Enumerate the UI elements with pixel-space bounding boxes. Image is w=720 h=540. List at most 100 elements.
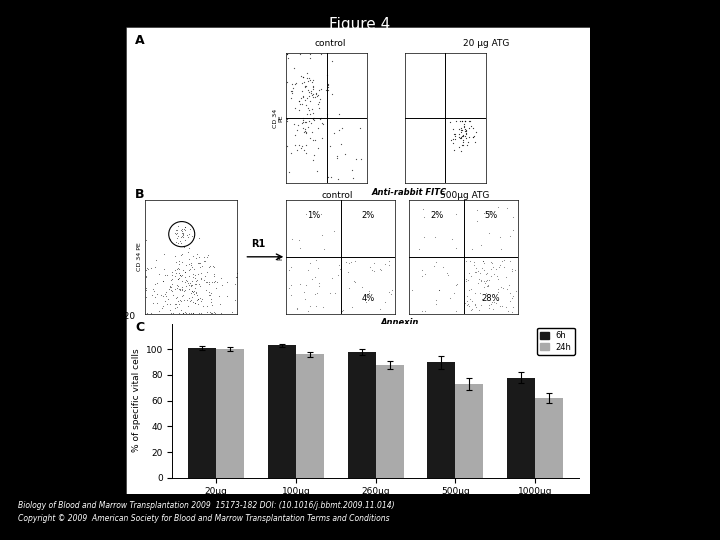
Point [451, 117, 462, 125]
Point [282, 115, 293, 124]
Point [297, 124, 309, 132]
Point [433, 286, 445, 295]
Point [179, 226, 191, 234]
Point [481, 276, 492, 285]
Point [166, 282, 177, 291]
Point [346, 166, 357, 174]
Point [174, 309, 185, 318]
Point [302, 77, 314, 85]
Point [456, 134, 467, 143]
Point [158, 264, 170, 273]
Point [183, 294, 194, 302]
Point [466, 304, 477, 313]
Point [195, 296, 207, 305]
Point [437, 262, 449, 271]
Point [448, 288, 459, 297]
Point [187, 288, 199, 297]
Point [300, 281, 312, 289]
Point [164, 306, 176, 315]
Point [505, 232, 516, 240]
Point [167, 291, 179, 299]
Point [463, 301, 474, 310]
Point [418, 205, 429, 213]
Point [300, 117, 311, 126]
Point [193, 234, 204, 242]
Point [302, 103, 313, 112]
Bar [376, 364, 403, 478]
Point [444, 118, 456, 126]
Point [447, 134, 459, 143]
Point [186, 288, 197, 297]
Point [174, 237, 186, 246]
Point [156, 291, 167, 300]
Point [340, 258, 351, 266]
Point [171, 265, 182, 274]
Point [140, 272, 151, 281]
Point [464, 117, 476, 125]
Point [455, 123, 467, 132]
Point [161, 300, 173, 308]
Point [343, 258, 355, 267]
Point [170, 226, 181, 234]
Text: Copyright © 2009  American Society for Blood and Marrow Transplantation Terms an: Copyright © 2009 American Society for Bl… [18, 514, 390, 523]
Point [430, 296, 441, 305]
Point [450, 281, 462, 289]
Point [312, 264, 324, 272]
Point [294, 106, 305, 114]
Point [312, 123, 324, 132]
Point [491, 272, 503, 281]
Point [464, 123, 475, 132]
Point [282, 50, 293, 58]
Point [504, 257, 516, 266]
Point [176, 225, 188, 233]
Point [456, 126, 468, 134]
Point [507, 225, 518, 234]
Point [506, 267, 518, 276]
Point [500, 273, 512, 281]
Point [176, 271, 187, 279]
Point [172, 282, 184, 291]
Point [444, 294, 456, 302]
Point [176, 297, 187, 306]
Point [504, 288, 516, 297]
Point [368, 259, 379, 268]
Point [283, 266, 294, 274]
Point [162, 294, 174, 303]
Point [461, 126, 472, 135]
Point [490, 299, 502, 307]
Point [343, 284, 355, 293]
Point [158, 277, 169, 286]
Point [459, 124, 470, 133]
Point [188, 272, 199, 281]
Point [351, 155, 362, 164]
Point [160, 290, 171, 299]
Point [478, 283, 490, 292]
Point [293, 140, 305, 149]
Point [300, 127, 312, 136]
Point [473, 275, 485, 284]
Point [374, 305, 385, 313]
Point [302, 86, 314, 94]
Point [289, 80, 300, 89]
Point [467, 245, 478, 253]
Point [202, 251, 214, 259]
Point [474, 300, 486, 309]
Point [464, 294, 476, 303]
Point [495, 261, 506, 270]
Point [466, 306, 477, 315]
Point [287, 83, 299, 92]
Point [160, 292, 171, 300]
Point [296, 100, 307, 109]
Point [460, 257, 472, 266]
Point [166, 275, 177, 284]
Point [282, 78, 293, 86]
Point [455, 132, 467, 141]
Point [174, 265, 185, 273]
Point [448, 125, 459, 133]
Point [293, 97, 305, 105]
Point [184, 260, 195, 269]
Point [295, 71, 307, 80]
Bar [535, 398, 563, 478]
Point [384, 261, 395, 269]
Point [333, 110, 345, 118]
